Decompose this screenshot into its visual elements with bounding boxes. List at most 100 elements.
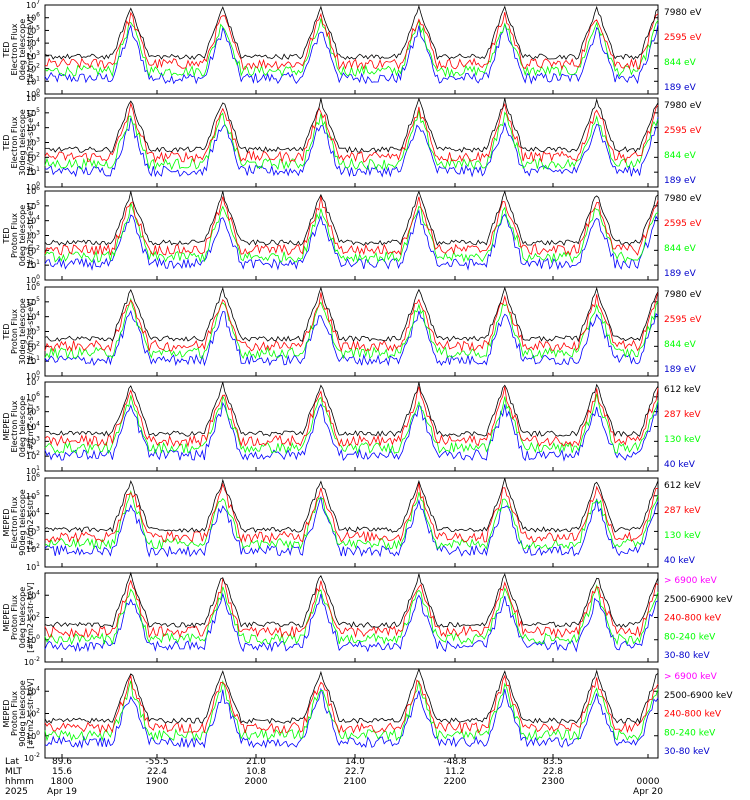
footer-row-label: hhmm [5,777,34,787]
y-axis-label: Electron Flux [10,496,19,548]
series-line [44,309,659,367]
y-axis-label: [#/cm2-s-str] [26,496,35,549]
legend-entry: 7980 eV [664,290,702,300]
series-line [44,386,659,448]
footer-tick-value: 15.6 [52,767,72,777]
y-tick-label: 104 [26,685,40,696]
plot-frame [44,97,659,188]
legend-entry: 40 keV [664,460,696,470]
y-tick-label: 106 [26,185,40,196]
legend-entry: 287 keV [664,506,701,516]
series-line [44,11,659,71]
y-axis-label: Electron Flux [10,23,19,75]
y-tick-label: 105 [26,107,40,118]
footer-row-label: MLT [5,767,23,777]
series-line [44,195,659,256]
y-axis-label: 0deg telescope [18,587,27,648]
y-tick-label: 102 [26,63,40,74]
series-line [44,297,659,360]
footer-tick-value: Apr 20 [633,787,663,797]
y-tick-label: 100 [26,370,40,381]
y-tick-label: 104 [26,37,40,48]
footer-tick-value: 2200 [444,777,467,787]
y-tick-label: 107 [26,376,40,387]
y-tick-label: 102 [26,450,40,461]
footer-tick-value: 11.2 [445,767,465,777]
y-tick-label: 102 [26,340,40,351]
legend-entry: 189 eV [664,365,697,375]
y-tick-label: 106 [26,92,40,103]
y-axis-label: TED [2,134,11,151]
series-line [44,190,659,246]
footer-row-label: Lat [5,757,20,767]
y-tick-label: 104 [26,311,40,322]
panel-6: 101 102 103 104 105 106 MEPED Electron Flux 90de… [2,472,701,572]
y-axis-label: [#/cm2-s-str-eV] [26,16,35,82]
y-tick-label: 105 [26,24,40,35]
y-axis-label: 90deg telescope [18,489,27,556]
y-axis-label: 90deg telescope [18,680,27,747]
y-axis-label: TED [2,227,11,244]
y-axis-label: [#/cm2-s-str-eV] [26,109,35,175]
footer-tick-value: 1800 [51,777,74,787]
plot-frame [44,4,659,95]
footer-tick-value: 1900 [146,777,169,787]
series-line [44,101,659,164]
y-axis-label: Electron Flux [10,116,19,168]
y-tick-label: 100 [26,730,40,741]
y-tick-label: 101 [26,355,40,366]
footer-tick-value: 83.5 [543,757,563,767]
footer-tick-value: 89.6 [52,757,72,767]
y-tick-label: 103 [26,230,40,241]
y-axis-label: Electron Flux [10,400,19,452]
series-line [44,382,659,438]
legend-entry: 612 keV [664,481,701,491]
legend-entry: 844 eV [664,58,697,68]
y-axis-label: Proton Flux [10,213,19,258]
y-tick-label: 100 [26,88,40,99]
y-tick-label: 10-2 [24,656,40,667]
panel-4: 100 101 102 103 104 105 106 TED Proton Flux 30deg… [2,281,702,381]
series-line [44,496,659,558]
series-line [44,286,659,343]
legend-entry: 130 keV [664,531,701,541]
y-tick-label: 10-2 [24,752,40,763]
y-tick-label: 100 [26,181,40,192]
series-line [44,291,659,353]
legend-entry: 2595 eV [664,126,702,136]
footer-tick-value: 22.8 [543,767,563,777]
footer-tick-value: 21.0 [246,757,266,767]
series-line [44,592,659,653]
y-axis-label: MEPED [2,413,11,441]
footer-tick-value: -55.5 [145,757,168,767]
series-line [44,23,659,85]
y-tick-label: 101 [26,561,40,572]
y-axis-label: [#/cm2-s-str-keV] [26,678,35,749]
series-line [44,110,659,171]
y-tick-label: 104 [26,215,40,226]
plot-frame [44,477,659,568]
y-axis-label: TED [2,41,11,58]
footer-row-label: 2025 [5,787,28,797]
y-axis-label: [#/cm2-s-str-eV] [26,202,35,268]
plot-frame [44,381,659,472]
y-axis-label: MEPED [2,509,11,537]
y-axis-label: MEPED [2,604,11,632]
y-tick-label: 101 [26,75,40,86]
legend-entry: 240-800 keV [664,710,722,720]
footer-tick-value: 2000 [245,777,268,787]
legend-entry: 2595 eV [664,33,702,43]
series-line [44,482,659,544]
y-tick-label: 105 [26,296,40,307]
legend-entry: 2500-6900 keV [664,595,733,605]
panel-5: 101 102 103 104 105 106 107 MEPED Electron Flux 0… [2,376,701,476]
y-tick-label: 105 [26,200,40,211]
footer-tick-value: 2300 [542,777,565,787]
plot-frame [44,668,659,759]
y-tick-label: 104 [26,508,40,519]
footer-tick-value: 0000 [637,777,660,787]
panel-8: 10-2 100 102 104 MEPED Proton Flux 90deg teles… [2,667,733,763]
y-axis-label: [#/cm2-s-str] [26,400,35,453]
panel-3: 100 101 102 103 104 105 106 TED Proton Flux 0deg … [2,185,702,285]
